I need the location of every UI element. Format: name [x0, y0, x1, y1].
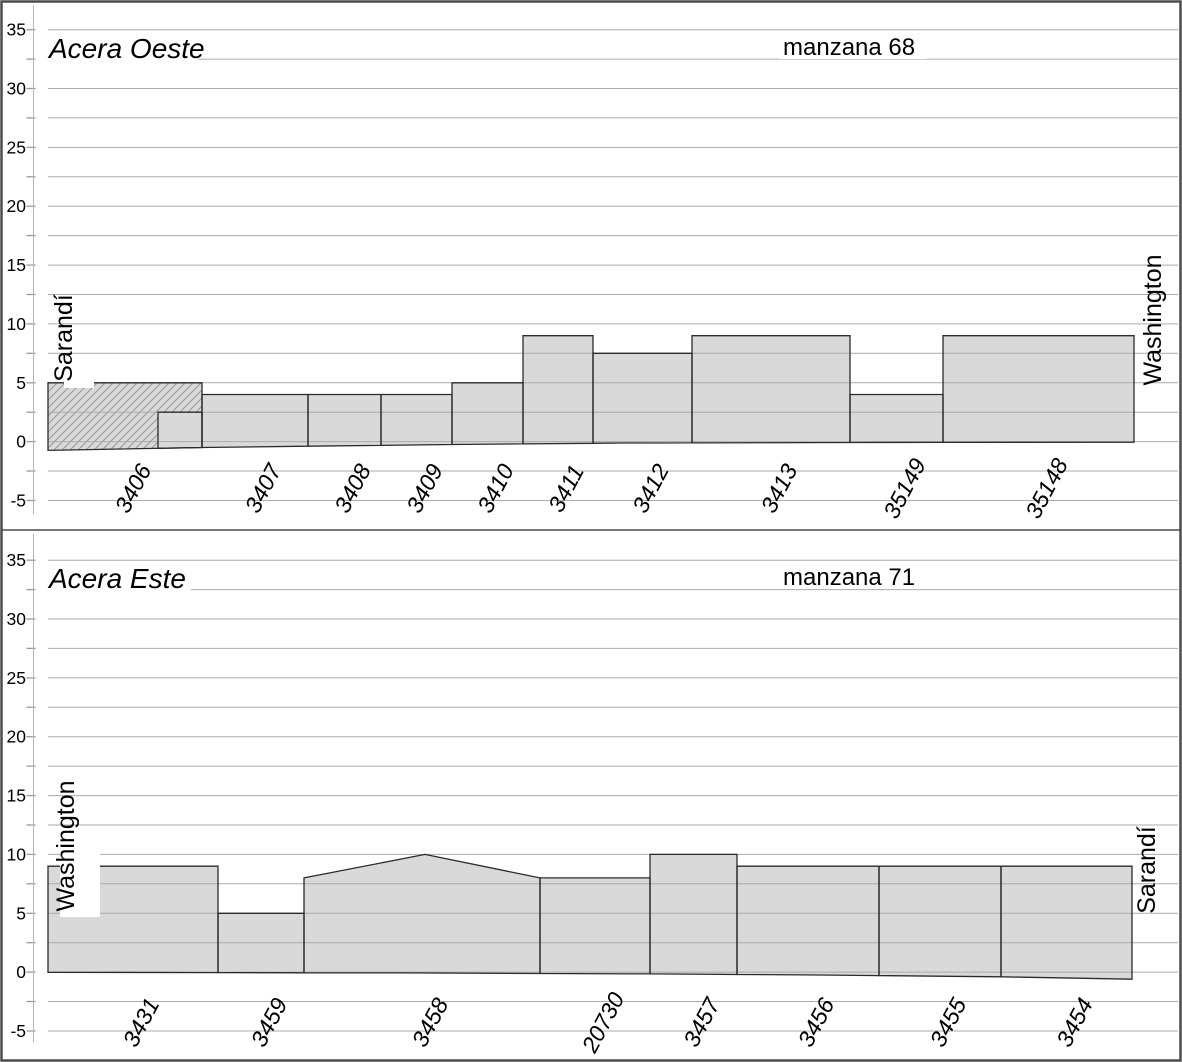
- y-tick-label: 25: [7, 668, 26, 688]
- y-tick-label: 5: [16, 903, 26, 923]
- y-tick-label: 30: [7, 79, 27, 99]
- parcel-fill-3455: [879, 866, 1001, 977]
- street-label-washington-left: Washington: [52, 780, 80, 911]
- parcel-outline-3412: [592, 352, 693, 444]
- y-tick-label: -5: [10, 491, 26, 511]
- panel-este-overlay: Acera Este manzana 71 Washington Sarandí: [46, 563, 1161, 917]
- parcel-outline-3456: [736, 865, 880, 977]
- title-backdrop: [46, 565, 191, 592]
- y-tick-label: 15: [7, 255, 26, 275]
- parcel-fill-3412: [593, 353, 692, 444]
- y-tick-label: -5: [10, 1021, 26, 1041]
- parcel-fill-3408: [308, 394, 381, 447]
- panel-oeste-overlay: Acera Oeste manzana 68 Sarandí Washingto…: [46, 33, 1167, 388]
- parcel-label-3459: 3459: [245, 993, 292, 1051]
- street-label-washington-right: Washington: [1139, 254, 1167, 385]
- y-tick-label: 20: [7, 727, 27, 747]
- y-tick-label: 10: [7, 314, 27, 334]
- panel-este-block-label: manzana 71: [783, 564, 915, 591]
- parcel-fill-3454: [1001, 866, 1132, 980]
- y-tick-label: 0: [16, 432, 26, 452]
- street-label-sarandi-right: Sarandí: [1133, 826, 1161, 914]
- parcel-label-3410: 3410: [472, 459, 519, 517]
- y-tick-label: 10: [7, 844, 27, 864]
- y-tick-label: 0: [16, 962, 26, 982]
- y-tick-label: 25: [7, 137, 26, 157]
- parcel-label-3454: 3454: [1051, 994, 1098, 1051]
- y-tick-label: 35: [7, 20, 26, 40]
- parcel-fill-35149: [850, 394, 943, 443]
- street-label-sarandi-left: Sarandí: [50, 294, 78, 382]
- parcel-label-3409: 3409: [401, 459, 448, 517]
- y-tick-label: 20: [7, 196, 27, 216]
- parcel-fill-3456: [737, 866, 879, 976]
- parcel-fill-3409: [381, 394, 452, 446]
- panel-oeste-block-label: manzana 68: [783, 34, 915, 61]
- y-tick-label: 30: [7, 609, 27, 629]
- parcel-label-3431: 3431: [117, 994, 164, 1051]
- y-tick-label: 15: [7, 786, 26, 806]
- parcel-label-3408: 3408: [329, 459, 376, 517]
- parcel-label-3456: 3456: [792, 993, 839, 1051]
- parcel-label-20730: 20730: [576, 988, 630, 1058]
- block-label-backdrop: [779, 565, 927, 589]
- parcel-label-3406: 3406: [109, 459, 156, 517]
- parcel-outline-3454: [1000, 865, 1133, 980]
- parcel-label-3407: 3407: [239, 458, 287, 516]
- block-label-backdrop: [779, 35, 927, 59]
- parcel-label-35149: 35149: [878, 454, 931, 523]
- y-tick-label: 5: [16, 373, 26, 393]
- parcel-outline: [157, 411, 203, 449]
- parcel-label-35148: 35148: [1020, 454, 1073, 523]
- parcel-label-3458: 3458: [406, 993, 453, 1051]
- parcel-fill-3407: [202, 394, 308, 448]
- panel-este-title: Acera Este: [47, 563, 186, 594]
- street-label-backdrop: [64, 376, 94, 388]
- panel-oeste-title: Acera Oeste: [47, 33, 205, 64]
- parcel-fill-3410: [452, 382, 523, 445]
- parcel-fill-20730: [540, 877, 650, 974]
- parcel-outline-35148: [942, 335, 1135, 444]
- title-backdrop: [46, 35, 198, 62]
- parcel-fill-3457: [650, 854, 737, 975]
- parcel-fill-3413: [692, 335, 850, 443]
- street-label-backdrop: [60, 829, 100, 917]
- parcel-fill-35148: [943, 335, 1134, 443]
- sub-bar-fill: [158, 412, 202, 449]
- parcel-label-3411: 3411: [543, 460, 589, 516]
- y-tick-label: 35: [7, 550, 26, 570]
- parcel-label-3412: 3412: [627, 459, 674, 517]
- parcel-fill-3411: [523, 335, 593, 444]
- parcel-label-3413: 3413: [755, 459, 802, 517]
- parcel-label-3455: 3455: [924, 993, 971, 1051]
- parcel-fill-3458: [304, 854, 540, 974]
- panel-oeste-dynamic-layer: 35 30 25 20 15 10 5 0 -5 3406 3407 3408 3409 3410 3411…: [7, 5, 1178, 523]
